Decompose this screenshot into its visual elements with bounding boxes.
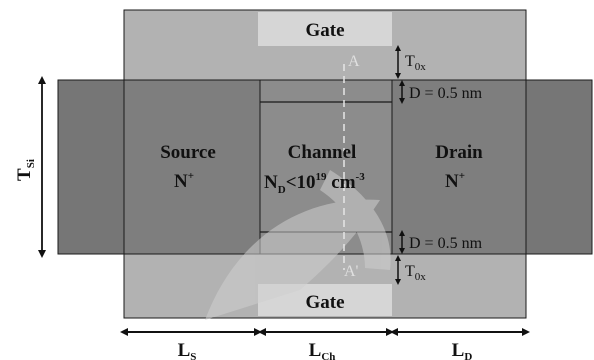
source-region [123,79,261,255]
ld-label: LD [452,340,473,360]
drain-label: Drain [435,142,483,163]
source-label: Source [160,142,216,163]
d-top-label: D = 0.5 nm [409,85,483,102]
gate-bottom-label: Gate [305,292,344,313]
tsi-label: TSi [14,159,37,181]
lch-label: LCh [309,340,336,360]
watermark-logo [205,170,391,320]
tox-bottom-label: T0x [405,263,426,283]
tox-top-label: T0x [405,53,426,73]
gate-top-label: Gate [305,20,344,41]
gate-contact-top [258,12,392,46]
ls-label: LS [178,340,197,360]
drain-region [391,79,527,255]
channel-doping-label: ND<1019 cm-3 [264,171,365,196]
cut-label-a: A [348,53,360,70]
source-doping-label: N+ [174,170,194,192]
channel-label: Channel [288,142,357,163]
drain-doping-label: N+ [445,170,465,192]
d-bottom-label: D = 0.5 nm [409,235,483,252]
cut-label-a-prime: A' [344,263,359,280]
